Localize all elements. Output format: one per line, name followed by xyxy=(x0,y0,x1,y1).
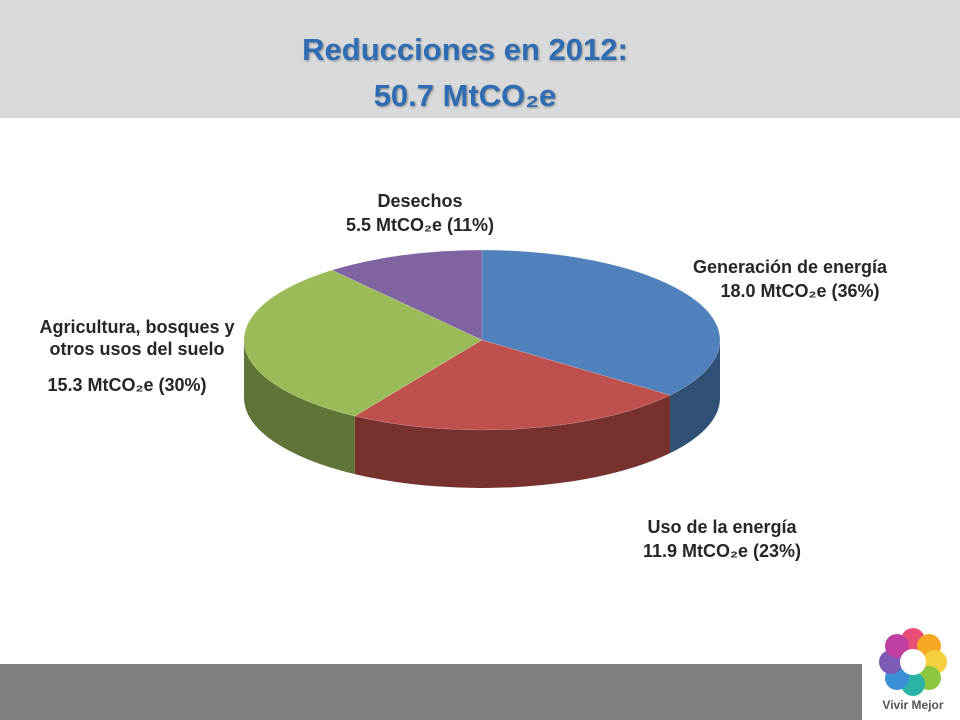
value-label: 15.3 MtCO₂e (30%) xyxy=(47,375,207,395)
slice-top xyxy=(481,249,721,396)
logo-text: Vivir Mejor xyxy=(882,698,944,712)
value-label: 18.0 MtCO₂e (36%) xyxy=(720,281,880,301)
slice-top xyxy=(243,269,483,417)
slice-top xyxy=(354,339,671,431)
logo-flower xyxy=(879,628,947,696)
category-label: Desechos xyxy=(377,191,463,211)
chart-subtitle: 50.7 MtCO₂e xyxy=(373,78,557,113)
footer-band xyxy=(0,664,862,720)
value-label: 11.9 MtCO₂e (23%) xyxy=(642,541,802,561)
category-label: Uso de la energía xyxy=(647,517,797,537)
pie-slice xyxy=(243,269,483,475)
pie-slice xyxy=(331,249,483,341)
pie-slice xyxy=(354,339,671,488)
category-label: Generación de energía xyxy=(692,257,888,277)
slice-side xyxy=(244,340,355,475)
chart-title: Reducciones en 2012: xyxy=(302,32,628,67)
value-label: 5.5 MtCO₂e (11%) xyxy=(345,215,495,235)
slice-top xyxy=(331,249,483,341)
logo: Vivir Mejor xyxy=(866,614,960,720)
slice-side xyxy=(354,395,671,488)
slice-side xyxy=(670,340,720,454)
category-label: Agricultura, bosques y otros usos del su… xyxy=(39,317,235,359)
header-band xyxy=(0,0,960,118)
pie-slice xyxy=(481,249,721,454)
